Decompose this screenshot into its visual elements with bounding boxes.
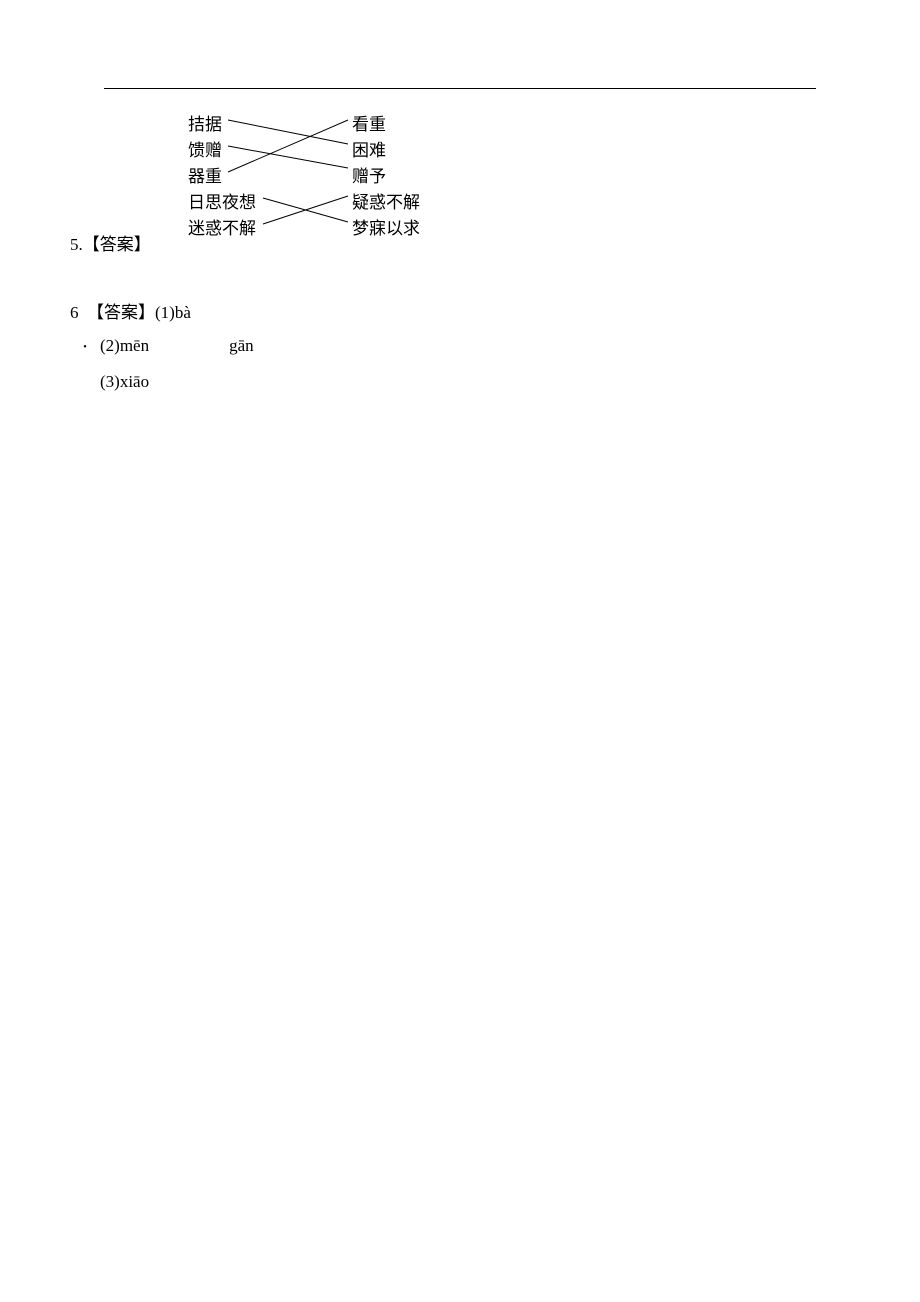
answer-6-item-2-index: (2) xyxy=(100,336,120,355)
right-word-4: 疑惑不解 xyxy=(352,188,420,213)
answer-6-item-3-value: xiāo xyxy=(120,372,149,391)
answer-6-line-2: •(2)mēn gān xyxy=(70,336,254,356)
left-word-5: 迷惑不解 xyxy=(188,214,256,239)
answer-5-label: 5.【答案】 xyxy=(70,230,151,255)
answer-6-item-3-index: (3) xyxy=(100,372,120,391)
answer-6-item-1-index: (1) xyxy=(155,303,175,322)
right-word-3: 赠予 xyxy=(352,162,386,187)
right-word-2: 困难 xyxy=(352,136,386,161)
match-line xyxy=(228,120,348,144)
answer-6-item-2-value-1: mēn xyxy=(120,336,149,355)
answer-6-line-1: 6 【答案】(1)bà xyxy=(70,298,191,323)
answer-6-line-3: (3)xiāo xyxy=(100,372,149,392)
matching-diagram: 拮据 馈赠 器重 日思夜想 迷惑不解 看重 困难 赠予 疑惑不解 梦寐以求 xyxy=(188,100,538,235)
left-word-2: 馈赠 xyxy=(188,136,222,161)
left-word-4: 日思夜想 xyxy=(188,188,256,213)
answer-label: 【答案】 xyxy=(83,235,151,254)
answer-6-item-1-value: bà xyxy=(175,303,191,322)
bullet-dot-icon: • xyxy=(70,342,100,353)
match-line xyxy=(263,196,348,224)
answer-6-number: 6 xyxy=(70,303,79,322)
top-rule xyxy=(104,88,816,89)
left-word-1: 拮据 xyxy=(188,110,222,135)
answer-6-item-2-value-2: gān xyxy=(229,336,254,355)
answer-label: 【答案】 xyxy=(87,303,155,322)
right-word-5: 梦寐以求 xyxy=(352,214,420,239)
right-word-1: 看重 xyxy=(352,110,386,135)
left-word-3: 器重 xyxy=(188,162,222,187)
answer-5-number: 5. xyxy=(70,235,83,254)
